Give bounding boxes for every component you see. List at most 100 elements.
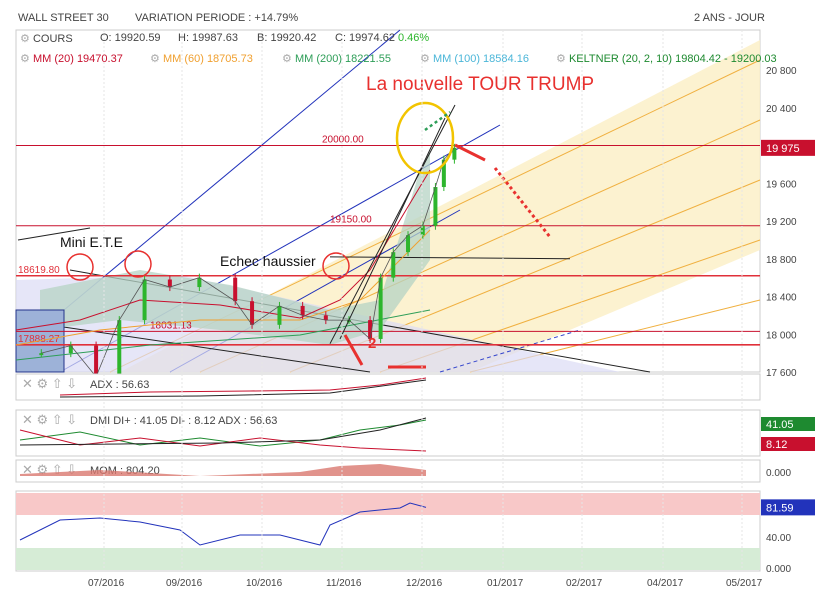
y-tick-label: 19 200 [766, 217, 797, 228]
circle-marker [124, 250, 152, 278]
x-tick-label: 02/2017 [566, 578, 603, 589]
dmi-adx [19, 417, 427, 446]
gear-icon: ⚙ [20, 53, 30, 65]
candle-body [378, 277, 383, 339]
mm100-label: MM (100) 18584.16 [432, 53, 529, 65]
annotation-mini-ete: Mini E.T.E [60, 234, 123, 250]
y-tick-label: 18 400 [766, 293, 797, 304]
keltner-label: KELTNER (20, 2, 10) 19804.42 - 19200.03 [568, 53, 777, 65]
close-value: C: 19974.62 0.46% [335, 32, 429, 44]
candle-body [406, 235, 411, 253]
gear-icon: ⚙ [556, 53, 566, 65]
arrow-line [343, 334, 364, 366]
cours-legend[interactable]: ⚙ COURS [20, 32, 73, 45]
x-tick-label: 12/2016 [406, 578, 443, 589]
x-tick-label: 11/2016 [326, 578, 362, 589]
rsi-40-label: 40.00 [766, 533, 791, 544]
candle-body [250, 301, 255, 325]
level-label: 17888.27 [18, 334, 60, 345]
adx-line-2 [59, 379, 427, 398]
candle-body [167, 279, 172, 288]
trend-ray [329, 104, 456, 344]
mm200-legend[interactable]: ⚙ MM (200) 18221.55 [282, 52, 391, 65]
circle-marker [322, 252, 350, 280]
mm20-label: MM (20) 19470.37 [32, 53, 123, 65]
candle-body [197, 277, 202, 288]
low-value: B: 19920.42 [257, 32, 317, 44]
rsi-zero-label: 0.000 [766, 564, 791, 575]
mom-bars [20, 464, 426, 476]
y-tick-label: 20 800 [766, 66, 797, 77]
adx-line [59, 377, 427, 396]
rsi-oversold-zone [16, 548, 760, 570]
y-tick-label: 20 400 [766, 104, 797, 115]
last-price-box [761, 139, 815, 156]
cours-label: COURS [32, 33, 73, 45]
mm200-label: MM (200) 18221.55 [294, 53, 391, 65]
panel-toolbar-icons: ✕ ⚙ ⇧ ⇩ [22, 412, 77, 427]
candle-body [94, 345, 99, 377]
panel-toolbar-icons: ✕ ⚙ ⇧ ⇩ [22, 376, 77, 391]
keltner-legend[interactable]: ⚙ KELTNER (20, 2, 10) 19804.42 - 19200.0… [556, 52, 777, 65]
annotation-title: La nouvelle TOUR TRUMP [366, 74, 594, 95]
open-value: O: 19920.59 [100, 32, 161, 44]
last-price-label: 19 975 [766, 143, 800, 155]
candle-body [323, 315, 328, 321]
y-tick-label: 17 600 [766, 368, 797, 379]
ma60-line [15, 229, 431, 346]
high-value: H: 19987.63 [178, 32, 238, 44]
candle-body [300, 305, 305, 316]
level-label: 18031.13 [150, 320, 192, 331]
candle-body [277, 305, 282, 325]
level-label: 20000.00 [322, 135, 364, 146]
candle-body [452, 147, 457, 160]
circle-marker [66, 253, 94, 281]
rsi-overbought-zone [16, 493, 760, 515]
candle-body [117, 320, 122, 377]
candle-body [233, 277, 238, 302]
dmi-minus-value: 8.12 [766, 439, 787, 451]
dmi-panel [15, 409, 761, 457]
mm20-legend[interactable]: ⚙ MM (20) 19470.37 [20, 52, 123, 65]
candle-body [391, 252, 396, 278]
arrow-dotted [493, 167, 552, 238]
variation-text: VARIATION PERIODE : +14.79% [135, 12, 299, 24]
level-label: 18619.80 [18, 265, 60, 276]
y-tick-label: 19 600 [766, 179, 797, 190]
candle-body [368, 320, 373, 339]
dmi-plus-value: 41.05 [766, 419, 794, 431]
mm60-label: MM (60) 18705.73 [162, 53, 253, 65]
ete-line [17, 227, 91, 241]
x-tick-label: 10/2016 [246, 578, 283, 589]
ma20-line [15, 169, 431, 331]
ma200-line [15, 309, 431, 361]
arrow-green [424, 110, 451, 132]
close-label: C: 19974.62 [335, 32, 395, 44]
mm60-legend[interactable]: ⚙ MM (60) 18705.73 [150, 52, 253, 65]
dmi-minus-box [761, 437, 815, 451]
tour-trump-circle [395, 101, 455, 175]
mm100-legend[interactable]: ⚙ MM (100) 18584.16 [420, 52, 529, 65]
dmi-panel-label: DMI DI+ : 41.05 DI- : 8.12 ADX : 56.63 [90, 415, 277, 427]
symbol-title: WALL STREET 30 [18, 12, 109, 24]
period-text: 2 ANS - JOUR [694, 12, 765, 24]
candle-body [68, 345, 73, 354]
level-label: 19150.00 [330, 215, 372, 226]
ma-cloud [40, 150, 430, 345]
rsi-value-box [761, 499, 815, 516]
close-pct: 0.46% [398, 32, 430, 44]
gear-icon: ⚙ [420, 53, 430, 65]
candle-body [420, 225, 425, 236]
down-trend-line [15, 319, 371, 373]
x-tick-label: 09/2016 [166, 578, 203, 589]
annotation-2: 2 [368, 335, 376, 352]
rsi-value: 81.59 [766, 502, 794, 514]
rsi-line [19, 502, 427, 546]
x-tick-label: 05/2017 [726, 578, 763, 589]
gear-icon: ⚙ [20, 33, 30, 45]
y-tick-label: 18 800 [766, 255, 797, 266]
trend-ray [339, 117, 446, 340]
neck-line [329, 256, 571, 260]
keltner-band [120, 40, 760, 372]
annotation-echec: Echec haussier [220, 253, 316, 269]
